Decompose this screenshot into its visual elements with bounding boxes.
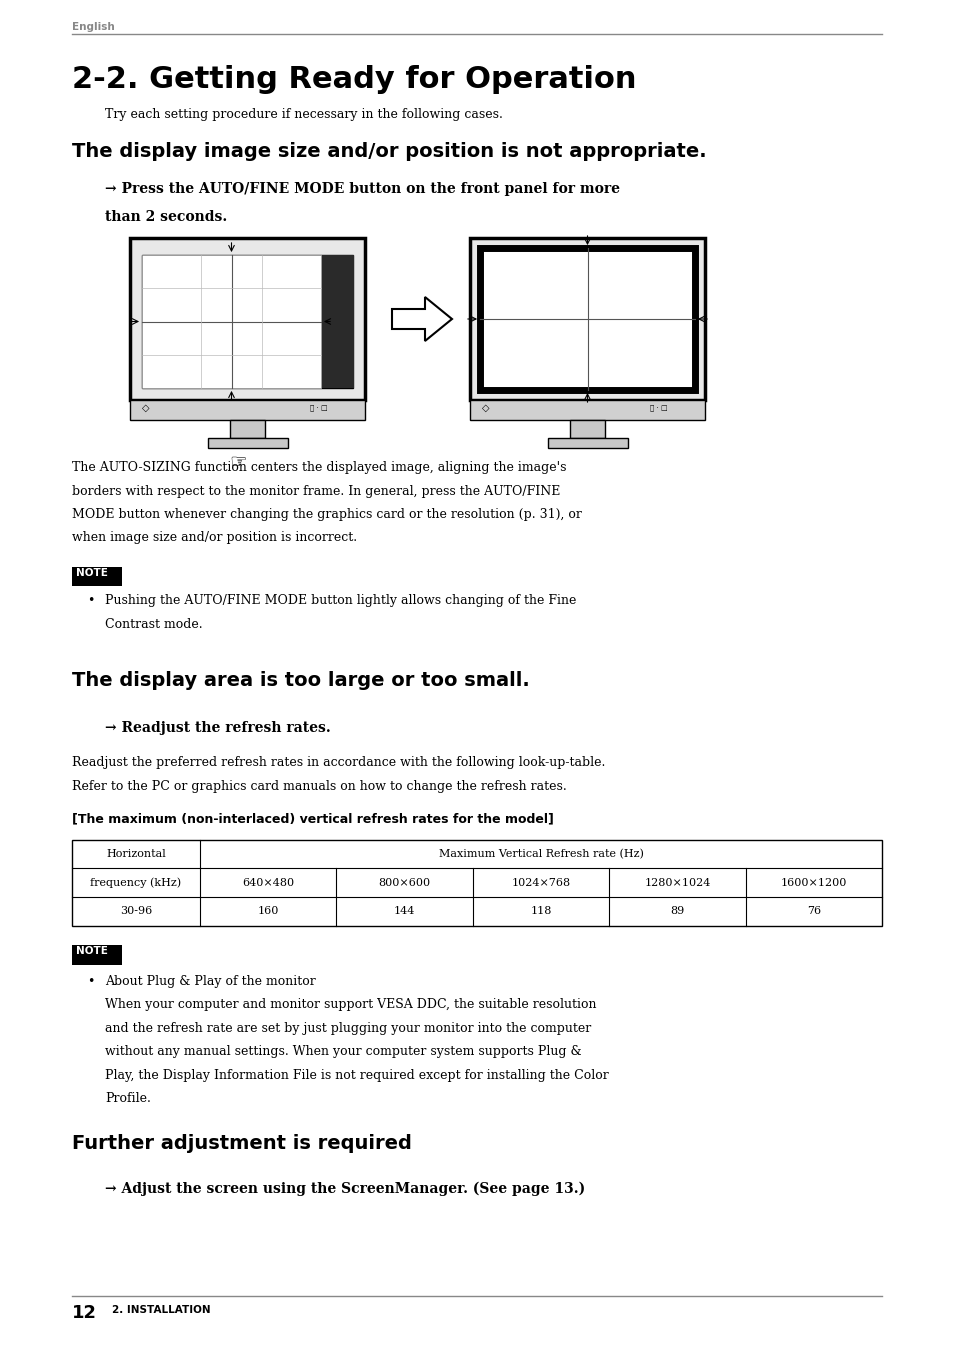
Text: Maximum Vertical Refresh rate (Hz): Maximum Vertical Refresh rate (Hz) <box>438 849 642 860</box>
Text: About Plug & Play of the monitor: About Plug & Play of the monitor <box>105 975 315 988</box>
Text: 118: 118 <box>530 906 551 917</box>
Bar <box>71 840 882 926</box>
Text: than 2 seconds.: than 2 seconds. <box>105 210 227 224</box>
Text: Profile.: Profile. <box>105 1092 151 1105</box>
Text: Readjust the preferred refresh rates in accordance with the following look-up-ta: Readjust the preferred refresh rates in … <box>71 756 605 770</box>
Text: 800×600: 800×600 <box>378 878 430 888</box>
Text: Play, the Display Information File is not required except for installing the Col: Play, the Display Information File is no… <box>105 1069 608 1082</box>
Bar <box>470 239 704 400</box>
Bar <box>71 945 122 965</box>
Bar <box>320 255 354 388</box>
Text: When your computer and monitor support VESA DDC, the suitable resolution: When your computer and monitor support V… <box>105 999 596 1011</box>
Text: •: • <box>87 594 94 608</box>
Text: without any manual settings. When your computer system supports Plug &: without any manual settings. When your c… <box>105 1046 581 1058</box>
Bar <box>71 568 122 586</box>
Text: → Press the AUTO/FINE MODE button on the front panel for more: → Press the AUTO/FINE MODE button on the… <box>105 182 619 195</box>
Text: Further adjustment is required: Further adjustment is required <box>71 1134 412 1153</box>
Text: 2-2. Getting Ready for Operation: 2-2. Getting Ready for Operation <box>71 65 636 94</box>
Bar <box>142 255 320 388</box>
Text: 1280×1024: 1280×1024 <box>643 878 710 888</box>
Text: The AUTO-SIZING function centers the displayed image, aligning the image's: The AUTO-SIZING function centers the dis… <box>71 461 566 474</box>
Bar <box>130 239 365 400</box>
Text: 89: 89 <box>670 906 684 917</box>
Bar <box>547 438 627 448</box>
Text: 1600×1200: 1600×1200 <box>780 878 846 888</box>
Text: 1024×768: 1024×768 <box>511 878 570 888</box>
Bar <box>479 248 695 390</box>
Text: English: English <box>71 22 114 32</box>
Text: •: • <box>87 975 94 988</box>
Text: Pushing the AUTO/FINE MODE button lightly allows changing of the Fine: Pushing the AUTO/FINE MODE button lightl… <box>105 594 576 608</box>
Text: Refer to the PC or graphics card manuals on how to change the refresh rates.: Refer to the PC or graphics card manuals… <box>71 780 566 793</box>
Text: 640×480: 640×480 <box>242 878 294 888</box>
Text: ⎕ · □: ⎕ · □ <box>649 403 667 411</box>
Text: ◇: ◇ <box>142 403 150 412</box>
Text: 2. INSTALLATION: 2. INSTALLATION <box>112 1305 211 1316</box>
Bar <box>569 421 604 438</box>
Polygon shape <box>392 297 452 341</box>
Text: and the refresh rate are set by just plugging your monitor into the computer: and the refresh rate are set by just plu… <box>105 1022 591 1035</box>
Bar <box>208 438 287 448</box>
Text: 76: 76 <box>806 906 820 917</box>
Text: MODE button whenever changing the graphics card or the resolution (p. 31), or: MODE button whenever changing the graphi… <box>71 508 581 520</box>
Text: → Readjust the refresh rates.: → Readjust the refresh rates. <box>105 721 331 736</box>
Text: NOTE: NOTE <box>76 946 108 957</box>
Bar <box>130 400 365 421</box>
Text: The display area is too large or too small.: The display area is too large or too sma… <box>71 671 529 690</box>
Text: Contrast mode.: Contrast mode. <box>105 617 202 631</box>
Text: 30-96: 30-96 <box>120 906 152 917</box>
Bar <box>470 400 704 421</box>
Text: frequency (kHz): frequency (kHz) <box>91 878 181 888</box>
Text: borders with respect to the monitor frame. In general, press the AUTO/FINE: borders with respect to the monitor fram… <box>71 484 559 497</box>
Text: 12: 12 <box>71 1304 97 1322</box>
Text: [The maximum (non-interlaced) vertical refresh rates for the model]: [The maximum (non-interlaced) vertical r… <box>71 811 554 825</box>
Text: The display image size and/or position is not appropriate.: The display image size and/or position i… <box>71 142 706 160</box>
Text: NOTE: NOTE <box>76 568 108 578</box>
Bar <box>142 255 353 388</box>
Bar <box>230 421 265 438</box>
Text: ⎕ · □: ⎕ · □ <box>310 403 327 411</box>
Text: Horizontal: Horizontal <box>106 849 166 859</box>
Text: ◇: ◇ <box>481 403 489 412</box>
Text: → Adjust the screen using the ScreenManager. (See page 13.): → Adjust the screen using the ScreenMana… <box>105 1182 584 1197</box>
Text: when image size and/or position is incorrect.: when image size and/or position is incor… <box>71 531 356 545</box>
Text: 144: 144 <box>394 906 415 917</box>
Text: Try each setting procedure if necessary in the following cases.: Try each setting procedure if necessary … <box>105 108 502 121</box>
Text: 160: 160 <box>257 906 278 917</box>
Text: ☞: ☞ <box>230 453 247 472</box>
